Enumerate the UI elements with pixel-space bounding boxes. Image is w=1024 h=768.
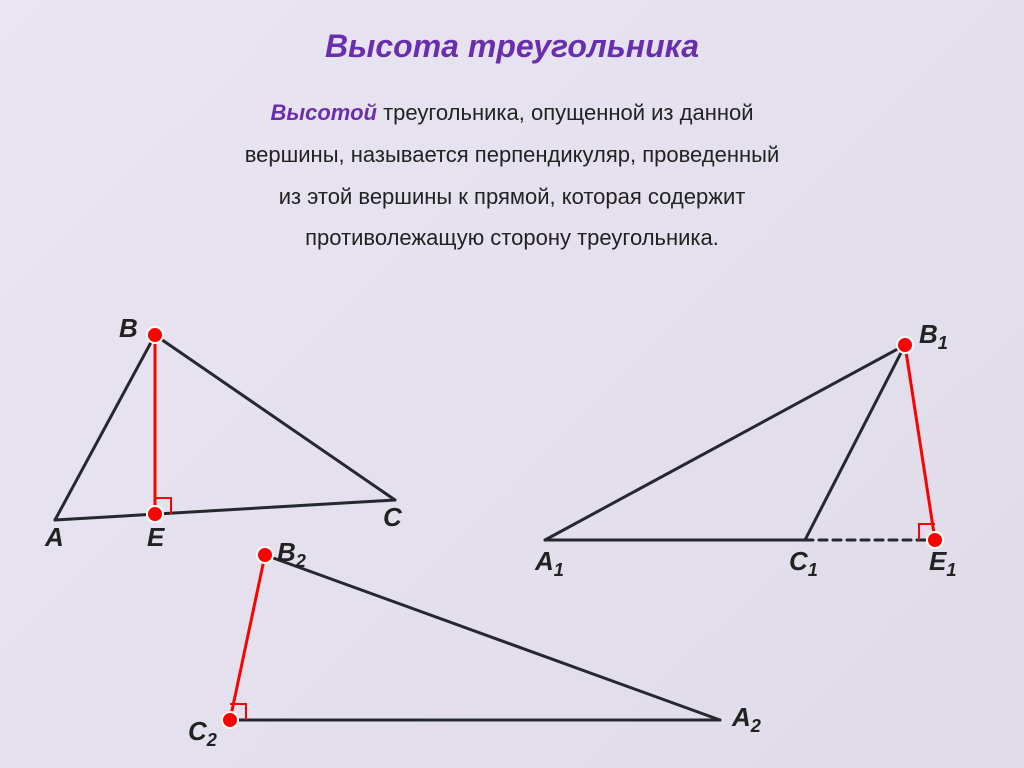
label-b1: B1: [919, 319, 948, 354]
label-c: C: [383, 502, 402, 533]
edge-ca: [55, 500, 395, 520]
label-a: A: [45, 522, 64, 553]
point-b: [147, 327, 163, 343]
altitude-b2c2: [230, 555, 265, 720]
label-e1: E1: [929, 546, 956, 581]
edge-ab: [55, 335, 155, 520]
label-b: B: [119, 313, 138, 344]
label-a1: A1: [535, 546, 564, 581]
edge-a1b1: [545, 345, 905, 540]
diagram-canvas: [0, 0, 1024, 768]
label-e: E: [147, 522, 164, 553]
point-b1: [897, 337, 913, 353]
triangle-1: [55, 327, 395, 522]
label-c1: C1: [789, 546, 818, 581]
label-a2: A2: [732, 702, 761, 737]
triangle-2: [545, 337, 943, 548]
point-b2: [257, 547, 273, 563]
edge-a2b2: [265, 555, 720, 720]
triangle-3: [222, 547, 720, 728]
edge-bc: [155, 335, 395, 500]
point-e: [147, 506, 163, 522]
label-b2: B2: [277, 537, 306, 572]
edge-b1c1: [805, 345, 905, 540]
point-c2: [222, 712, 238, 728]
altitude-b1e1: [905, 345, 935, 540]
label-c2: C2: [188, 716, 217, 751]
